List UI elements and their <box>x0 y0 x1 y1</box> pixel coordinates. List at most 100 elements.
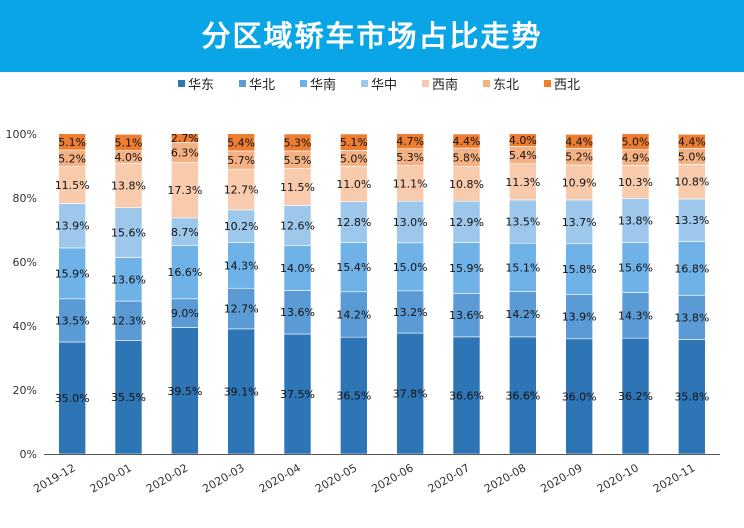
y-tick-label-2: 40% <box>13 320 37 333</box>
data-label-6-1: 13.2% <box>393 306 428 319</box>
data-label-8-3: 13.5% <box>505 216 540 229</box>
bar-segment-4-3 <box>283 205 312 246</box>
data-label-9-0: 36.0% <box>562 390 597 403</box>
bar-segment-2-2 <box>171 245 199 300</box>
legend-swatch-0 <box>178 80 185 87</box>
data-label-2-4: 17.3% <box>167 184 202 197</box>
data-label-4-5: 5.5% <box>284 154 312 167</box>
data-label-9-2: 15.8% <box>562 263 597 276</box>
bar-segment-3-6 <box>227 133 255 152</box>
data-label-11-3: 13.3% <box>674 214 709 227</box>
bar-segment-7-2 <box>452 242 481 294</box>
bar-segment-8-3 <box>509 199 537 244</box>
x-tick-label-4: 2020-04 <box>257 461 303 495</box>
data-label-10-2: 15.6% <box>618 261 653 274</box>
data-label-2-5: 6.3% <box>171 146 199 159</box>
bar-segment-10-3 <box>621 198 650 243</box>
x-tick-label-11: 2020-11 <box>651 461 697 495</box>
data-label-1-3: 15.6% <box>111 227 146 240</box>
data-label-2-3: 8.7% <box>171 226 199 239</box>
data-label-10-0: 36.2% <box>618 390 653 403</box>
data-label-5-6: 5.1% <box>340 136 368 149</box>
data-label-4-0: 37.5% <box>280 388 315 401</box>
data-label-9-1: 13.9% <box>562 311 597 324</box>
data-label-7-0: 36.6% <box>449 389 484 402</box>
bar-segment-6-1 <box>396 290 424 334</box>
data-label-5-1: 14.2% <box>336 308 371 321</box>
data-label-4-1: 13.6% <box>280 306 315 319</box>
bar-segment-4-4 <box>283 168 312 206</box>
data-label-7-2: 15.9% <box>449 262 484 275</box>
data-label-11-5: 5.0% <box>678 150 706 163</box>
title-banner <box>0 0 744 72</box>
bar-segment-9-3 <box>565 199 593 245</box>
data-label-2-2: 16.6% <box>167 266 202 279</box>
data-label-8-0: 36.6% <box>505 389 540 402</box>
data-label-7-3: 12.9% <box>449 216 484 229</box>
data-label-9-5: 5.2% <box>565 151 593 164</box>
legend-label-0: 华东 <box>188 78 214 93</box>
bar-segment-6-2 <box>396 242 424 292</box>
legend-label-4: 西南 <box>432 77 458 93</box>
legend-swatch-6 <box>544 80 551 87</box>
bar-segment-2-3 <box>171 217 199 246</box>
bar-segment-9-1 <box>565 294 593 340</box>
data-label-0-1: 13.5% <box>55 314 90 327</box>
bar-segment-7-3 <box>452 200 481 243</box>
bar-segment-5-4 <box>340 166 368 202</box>
bar-segment-7-0 <box>452 336 481 455</box>
x-tick-label-2: 2020-02 <box>144 461 190 495</box>
bar-segment-6-6 <box>396 133 424 150</box>
data-label-6-6: 4.7% <box>396 135 424 148</box>
data-label-3-4: 12.7% <box>224 184 259 197</box>
bar-segment-10-0 <box>621 337 650 455</box>
data-label-0-3: 13.9% <box>55 220 90 233</box>
y-tick-label-3: 60% <box>13 256 37 269</box>
bar-segment-10-2 <box>621 242 650 293</box>
bar-segment-8-0 <box>509 336 537 455</box>
data-label-5-4: 11.0% <box>336 178 371 191</box>
bar-segment-3-2 <box>227 242 255 289</box>
bar-segment-7-1 <box>452 293 481 338</box>
data-label-2-1: 9.0% <box>171 307 199 320</box>
x-tick-label-3: 2020-03 <box>200 461 246 495</box>
legend-swatch-1 <box>239 80 246 87</box>
x-tick-label-6: 2020-06 <box>369 461 415 495</box>
data-label-3-1: 12.7% <box>224 303 259 316</box>
data-label-1-6: 5.1% <box>115 136 143 149</box>
bar-segment-9-6 <box>565 134 593 149</box>
bar-segment-1-4 <box>114 163 143 208</box>
data-label-1-1: 12.3% <box>111 315 146 328</box>
bar-segment-3-1 <box>227 287 255 330</box>
bar-segment-6-4 <box>396 165 424 202</box>
data-label-4-6: 5.3% <box>284 136 312 149</box>
data-label-2-6: 2.7% <box>171 132 199 145</box>
data-label-6-3: 13.0% <box>393 216 428 229</box>
bar-segment-7-6 <box>452 133 481 149</box>
data-label-10-6: 5.0% <box>622 136 650 149</box>
legend-swatch-5 <box>483 80 490 87</box>
data-label-9-4: 10.9% <box>562 176 597 189</box>
bar-segment-0-1 <box>58 298 86 343</box>
data-label-10-5: 4.9% <box>622 152 650 165</box>
bar-segment-10-4 <box>621 165 650 199</box>
bar-segment-4-6 <box>283 133 312 152</box>
bar-segment-5-1 <box>340 291 368 338</box>
legend-label-1: 华北 <box>249 78 275 93</box>
data-label-11-4: 10.8% <box>674 176 709 189</box>
chart-title: 分区域轿车市场占比走势 <box>201 19 543 53</box>
data-label-3-2: 14.3% <box>224 259 259 272</box>
bar-segment-5-2 <box>340 242 368 293</box>
bar-segment-10-1 <box>621 292 650 339</box>
legend-swatch-3 <box>361 80 368 87</box>
bar-segment-11-3 <box>678 198 706 242</box>
x-tick-label-1: 2020-01 <box>88 461 134 495</box>
data-label-11-0: 35.8% <box>674 391 709 404</box>
y-tick-label-4: 80% <box>13 192 37 205</box>
data-label-11-2: 16.8% <box>674 262 709 275</box>
bar-segment-10-6 <box>621 133 650 150</box>
data-label-8-1: 14.2% <box>505 308 540 321</box>
bar-segment-11-4 <box>678 164 706 200</box>
data-label-7-4: 10.8% <box>449 178 484 191</box>
